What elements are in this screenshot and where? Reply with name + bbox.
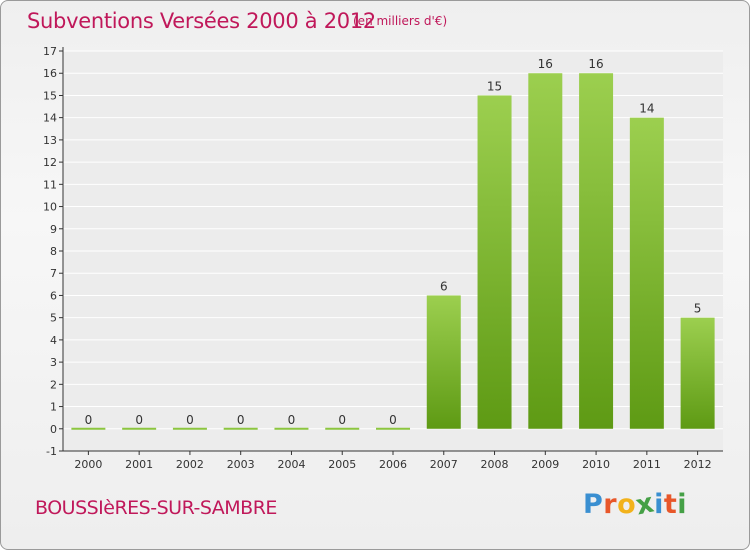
value-label: 0 (288, 413, 296, 427)
value-label: 16 (538, 57, 553, 71)
y-tick-label: 13 (43, 134, 57, 147)
unit-note: (en milliers d'€) (353, 14, 448, 28)
x-tick-label: 2011 (633, 458, 661, 471)
logo-letter: o (617, 489, 637, 520)
bar (579, 73, 614, 429)
chart-title: Subventions Versées 2000 à 2012 (27, 9, 376, 33)
logo-letter: t (663, 489, 678, 520)
bar (426, 295, 461, 429)
bar (528, 73, 563, 429)
x-tick-label: 2007 (430, 458, 458, 471)
y-tick-label: 16 (43, 67, 57, 80)
y-tick-label: 2 (50, 378, 57, 391)
bar (477, 95, 512, 429)
y-tick-label: 0 (50, 423, 57, 436)
x-tick-label: 2002 (176, 458, 204, 471)
value-label: 0 (85, 413, 93, 427)
value-label: 6 (440, 279, 448, 293)
x-tick-label: 2003 (227, 458, 255, 471)
y-tick-label: 6 (50, 289, 57, 302)
y-tick-label: 5 (50, 312, 57, 325)
bar (680, 317, 715, 429)
y-tick-label: 1 (50, 401, 57, 414)
y-tick-label: 7 (50, 267, 57, 280)
x-tick-label: 2000 (74, 458, 102, 471)
value-labels: 0 0 0 0 0 0 0 6 15 16 16 14 5 (85, 57, 702, 427)
commune-name: BOUSSIèRES-SUR-SAMBRE (35, 497, 277, 519)
y-tick-label: 9 (50, 223, 57, 236)
y-tick-label: 8 (50, 245, 57, 258)
axes (59, 47, 723, 455)
x-tick-label: 2005 (328, 458, 356, 471)
value-label: 15 (487, 79, 502, 93)
x-tick-label: 2006 (379, 458, 407, 471)
x-tick-label: 2010 (582, 458, 610, 471)
logo-letter: P (583, 489, 604, 520)
y-tick-label: 11 (43, 178, 57, 191)
value-label: 0 (389, 413, 397, 427)
y-tick-label: 15 (43, 89, 57, 102)
value-label: 0 (338, 413, 346, 427)
x-tick-label: 2012 (684, 458, 712, 471)
x-tick-label: 2008 (481, 458, 509, 471)
y-tick-label: 10 (43, 201, 57, 214)
x-tick-label: 2009 (531, 458, 559, 471)
x-tick-label: 2001 (125, 458, 153, 471)
value-label: 0 (186, 413, 194, 427)
y-tick-label: 14 (43, 112, 57, 125)
value-label: 5 (694, 302, 702, 316)
value-label: 0 (135, 413, 143, 427)
logo-letter: i (654, 489, 664, 520)
bar (629, 117, 664, 429)
bars (71, 73, 715, 430)
value-label: 14 (639, 102, 654, 116)
x-tick-label: 2004 (277, 458, 305, 471)
logo-letter: r (603, 489, 618, 520)
x-tick-labels: 2000 2001 2002 2003 2004 2005 2006 2007 2008 2009… (74, 458, 711, 471)
y-tick-label: 12 (43, 156, 57, 169)
proxiti-logo: Proxiti (583, 487, 688, 521)
y-tick-label: 3 (50, 356, 57, 369)
value-label: 16 (588, 57, 603, 71)
logo-letter: i (677, 489, 688, 520)
y-tick-label: 4 (50, 334, 57, 347)
value-label: 0 (237, 413, 245, 427)
y-tick-label: -1 (46, 445, 57, 458)
y-tick-label: 17 (43, 45, 57, 58)
